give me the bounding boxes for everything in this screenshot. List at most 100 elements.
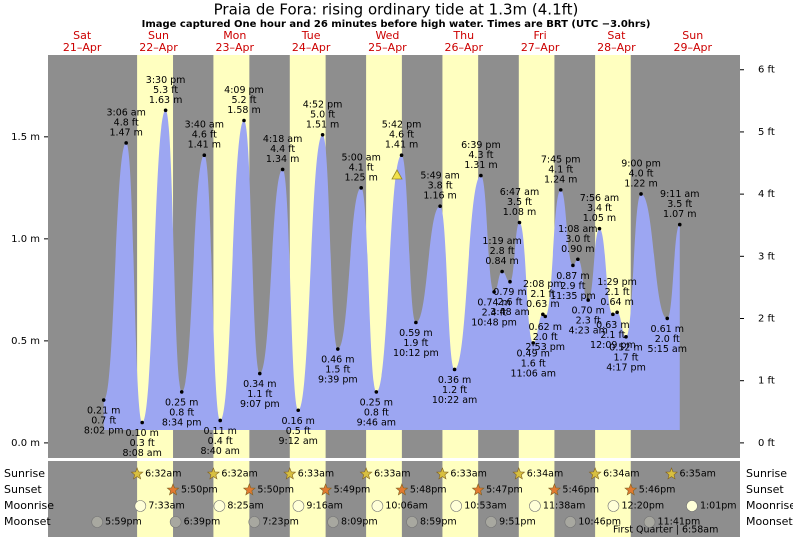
tide-label: 0.25 m	[165, 397, 198, 408]
moonset-icon	[485, 516, 497, 528]
tide-point	[359, 186, 363, 190]
separator	[48, 458, 740, 461]
row-label-right: Moonrise	[746, 499, 793, 512]
tide-label: 0.87 m	[556, 271, 589, 282]
day-name: Fri	[534, 29, 547, 42]
tide-point	[500, 269, 504, 274]
tide-label: 0.25 m	[360, 397, 393, 408]
tide-point	[218, 418, 222, 423]
tide-label: 4.6 ft	[389, 130, 414, 141]
tide-label: 8:34 pm	[162, 417, 202, 428]
tide-label: 4:23 am	[568, 326, 607, 337]
tide-label: 6:39 pm	[461, 140, 501, 151]
tide-label: 3.0 ft	[565, 234, 590, 245]
tide-label: 11:06 am	[510, 368, 555, 379]
tide-label: 3:06 am	[106, 107, 145, 118]
tide-label: 0.34 m	[243, 379, 276, 390]
tide-label: 9:11 am	[660, 189, 699, 200]
day-name: Sat	[73, 29, 92, 42]
tide-point	[202, 153, 207, 157]
tide-label: 1.63 m	[149, 95, 182, 106]
tide-point	[639, 192, 643, 196]
moonrise-time: 12:20pm	[621, 501, 664, 512]
tide-label: 5:49 am	[420, 171, 459, 182]
day-name: Mon	[223, 29, 246, 42]
sunrise-time: 6:33am	[374, 469, 410, 480]
tide-label: 5.2 ft	[231, 95, 256, 106]
tide-label: 0.70 m	[571, 306, 604, 317]
sunrise-time: 6:34am	[603, 469, 639, 480]
tide-label: 1.25 m	[344, 172, 377, 183]
tide-point	[374, 390, 379, 394]
tide-label: 1:29 pm	[597, 277, 637, 288]
tide-label: 0.52 m	[609, 342, 642, 353]
day-date: 27–Apr	[521, 41, 560, 54]
tide-label: 1.22 m	[624, 178, 657, 189]
tide-label: 1.31 m	[464, 160, 497, 171]
tide-label: 9:46 am	[357, 417, 396, 428]
day-name: Sun	[682, 29, 703, 42]
sunrise-time: 6:35am	[679, 469, 715, 480]
tide-point	[452, 367, 457, 372]
tide-label: 2.0 ft	[533, 332, 558, 343]
sunset-icon	[547, 483, 561, 496]
moonrise-time: 1:01pm	[700, 501, 737, 512]
tide-label: 3:30 pm	[146, 75, 186, 86]
moonrise-icon	[213, 500, 226, 512]
tide-label: 8:40 am	[200, 446, 239, 457]
tide-label: 10:12 pm	[393, 348, 439, 359]
day-name: Wed	[375, 29, 399, 42]
tide-label: 0.62 m	[529, 322, 562, 333]
tide-label: 4:17 pm	[606, 362, 646, 373]
y-tick-label: 0.5 m	[11, 336, 40, 347]
tide-label: 9:07 pm	[240, 399, 280, 410]
tide-label: 0.64 m	[600, 297, 633, 308]
tide-point	[541, 312, 545, 317]
tide-label: 0.63 m	[596, 320, 629, 331]
sunrise-icon	[283, 467, 297, 480]
moonset-time: 8:09pm	[341, 517, 378, 528]
y-tick-label: 0.0 m	[11, 438, 40, 449]
moonset-icon	[169, 516, 182, 528]
day-name: Sun	[148, 29, 169, 42]
tide-area	[103, 110, 680, 430]
tide-label: 3.8 ft	[428, 181, 453, 192]
tide-label: 10:22 am	[432, 395, 477, 406]
tide-point	[531, 341, 536, 345]
tide-label: 5:42 pm	[382, 120, 422, 131]
day-date: 29–Apr	[673, 41, 712, 54]
sunrise-icon	[588, 467, 602, 480]
tide-label: 0.84 m	[485, 256, 518, 267]
sunset-time: 5:46pm	[639, 485, 676, 496]
sunset-time: 5:47pm	[486, 485, 523, 496]
tide-label: 6:47 am	[500, 187, 539, 198]
tide-label: 3:48 am	[490, 307, 529, 318]
tide-label: 1.41 m	[385, 140, 418, 151]
day-date: 22–Apr	[139, 41, 178, 54]
moonset-time: 8:59pm	[420, 517, 457, 528]
sunrise-icon	[206, 467, 220, 480]
tide-label: 1.5 ft	[325, 365, 350, 376]
tide-label: 1.34 m	[266, 154, 299, 165]
tide-label: 2.9 ft	[560, 281, 585, 292]
moonrise-icon	[292, 500, 305, 512]
row-label-right: Sunrise	[746, 467, 787, 480]
moonset-time: 10:46pm	[578, 517, 621, 528]
tide-point	[479, 173, 483, 178]
y2-tick-label: 0 ft	[758, 438, 775, 449]
tide-label: 1.2 ft	[442, 385, 467, 396]
row-label-right: Sunset	[746, 483, 784, 496]
moonrise-icon	[529, 500, 541, 512]
tide-label: 1:08 am	[558, 224, 597, 235]
tide-point	[280, 167, 285, 172]
moonset-time: 9:51pm	[499, 517, 536, 528]
y2-tick-label: 5 ft	[758, 127, 775, 138]
tide-label: 0.46 m	[321, 355, 354, 366]
sunset-time: 5:50pm	[181, 485, 218, 496]
tide-label: 2.8 ft	[490, 246, 515, 257]
moonrise-icon	[134, 500, 147, 512]
day-name: Thu	[452, 29, 474, 42]
sunrise-icon	[435, 467, 449, 480]
sunrise-icon	[512, 467, 526, 480]
